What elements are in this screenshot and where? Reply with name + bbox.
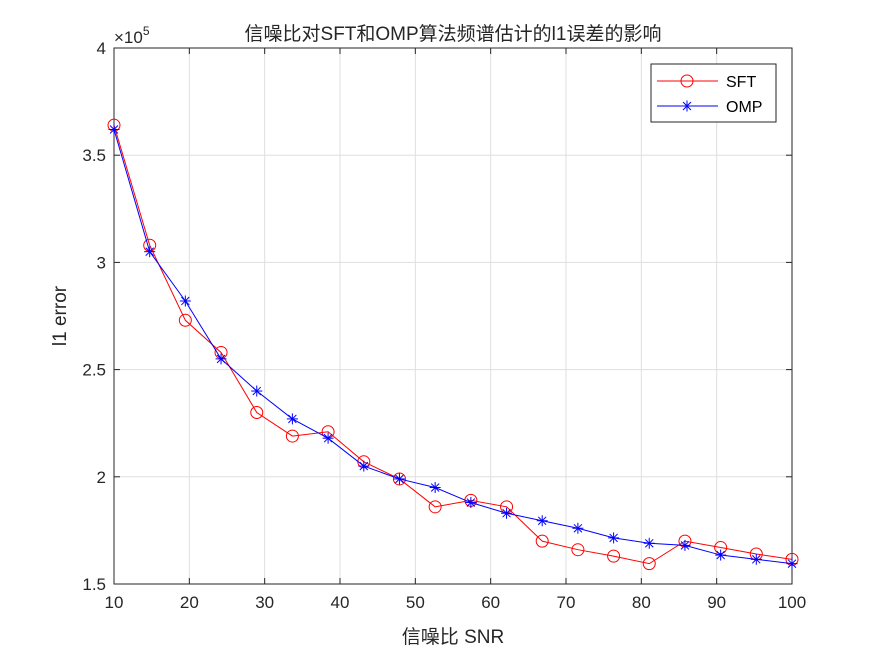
data-point-omp xyxy=(108,123,120,135)
series-line-sft xyxy=(113,125,793,565)
chart-title: 信噪比对SFT和OMP算法频谱估计的l1误差的影响 xyxy=(245,23,662,45)
data-point-omp xyxy=(572,522,584,534)
series xyxy=(107,118,799,571)
x-axis-title: 信噪比 SNR xyxy=(402,626,504,648)
x-tick-label: 10 xyxy=(105,593,124,612)
x-tick-label: 70 xyxy=(557,593,576,612)
x-tick-label: 30 xyxy=(255,593,274,612)
y-axis-title: l1 error xyxy=(50,285,71,346)
data-point-sft xyxy=(642,557,656,571)
data-point-omp xyxy=(179,295,191,307)
data-point-sft xyxy=(250,405,264,419)
data-point-omp xyxy=(715,549,727,561)
legend: SFT OMP xyxy=(650,63,777,123)
data-point-sft xyxy=(428,500,442,514)
data-point-omp xyxy=(501,507,513,519)
x-tick-label: 40 xyxy=(331,593,350,612)
data-point-sft xyxy=(285,429,299,443)
data-point-sft xyxy=(178,313,192,327)
legend-label-omp: OMP xyxy=(726,99,762,116)
legend-marker-sft xyxy=(680,74,694,88)
data-point-sft xyxy=(392,472,406,486)
data-point-omp xyxy=(536,515,548,527)
data-point-sft xyxy=(535,534,549,548)
data-point-omp xyxy=(750,553,762,565)
data-point-omp xyxy=(643,537,655,549)
x-tick-label: 100 xyxy=(778,593,806,612)
y-tick-label: 2.5 xyxy=(82,361,106,380)
data-point-omp xyxy=(429,482,441,494)
data-point-omp xyxy=(215,353,227,365)
x-tick-label: 50 xyxy=(406,593,425,612)
data-point-omp xyxy=(786,558,798,570)
legend-star-glyph xyxy=(681,100,693,112)
y-tick-label: 2 xyxy=(97,468,106,487)
x-tick-label: 20 xyxy=(180,593,199,612)
y-tick-label: 4 xyxy=(97,39,106,58)
grid xyxy=(114,48,792,584)
data-point-omp xyxy=(465,497,477,509)
data-point-omp xyxy=(144,246,156,258)
legend-box xyxy=(650,63,777,123)
legend-marker-omp xyxy=(681,100,693,112)
x-tick-label: 60 xyxy=(481,593,500,612)
y-multiplier-exponent: 5 xyxy=(143,24,150,38)
ticks: 10 20 30 40 50 60 70 80 90 100 1.5 2 2.5 3 3.5 4 xyxy=(82,39,806,612)
data-point-sft xyxy=(571,543,585,557)
data-point-omp xyxy=(358,460,370,472)
y-multiplier: ×105 xyxy=(114,24,150,47)
y-multiplier-base: ×10 xyxy=(114,28,143,47)
data-point-omp xyxy=(251,385,263,397)
data-point-sft xyxy=(607,549,621,563)
series-line-omp xyxy=(113,129,793,565)
y-tick-label: 3.5 xyxy=(82,146,106,165)
data-point-omp xyxy=(286,413,298,425)
data-point-omp xyxy=(679,539,691,551)
y-tick-label: 1.5 xyxy=(82,575,106,594)
data-point-omp xyxy=(322,432,334,444)
x-tick-label: 80 xyxy=(632,593,651,612)
x-tick-label: 90 xyxy=(707,593,726,612)
data-point-omp xyxy=(393,473,405,485)
axes-box xyxy=(113,47,793,585)
y-tick-label: 3 xyxy=(97,253,106,272)
data-point-omp xyxy=(608,532,620,544)
legend-label-sft: SFT xyxy=(726,74,756,91)
